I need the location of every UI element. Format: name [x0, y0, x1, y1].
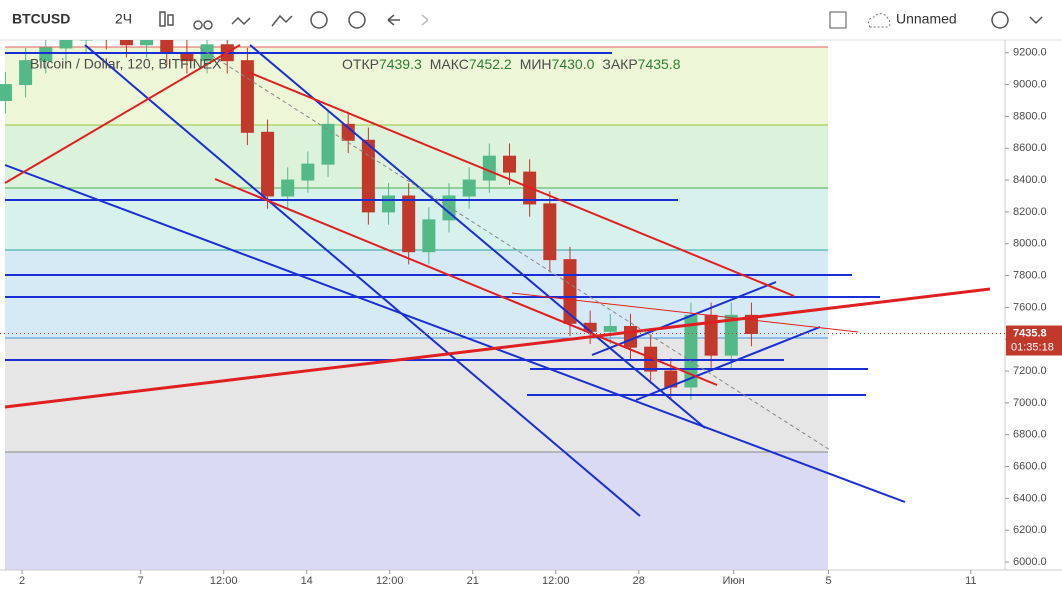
ohlc-value: 7439.3	[379, 56, 422, 72]
symbol[interactable]: BTCUSD	[12, 11, 70, 27]
candle-body	[281, 179, 295, 197]
x-tick-label: 12:00	[210, 575, 238, 587]
ohlc-value: 7435.8	[638, 56, 681, 72]
x-tick-label: 5	[825, 575, 831, 587]
x-tick-label: Июн	[723, 575, 745, 587]
fib-band	[5, 47, 828, 125]
ohlc-label: МИН	[520, 56, 552, 72]
y-tick-label: 7600.0	[1013, 301, 1047, 313]
candle-body	[59, 40, 73, 49]
ohlc-label: ЗАКР	[602, 56, 637, 72]
y-tick-label: 6000.0	[1013, 556, 1047, 568]
last-price-label: 7435.8	[1013, 327, 1047, 339]
x-tick-label: 14	[301, 575, 313, 587]
fib-band	[5, 250, 828, 338]
candle-body	[623, 325, 637, 348]
fullscreen-icon[interactable]	[829, 11, 847, 29]
candle-body	[502, 155, 516, 173]
y-tick-label: 6400.0	[1013, 492, 1047, 504]
x-tick-label: 21	[467, 575, 479, 587]
y-tick-label: 8200.0	[1013, 206, 1047, 218]
candle-body	[482, 155, 496, 181]
candle-body	[39, 47, 53, 62]
candle-body	[140, 40, 154, 46]
ohlc-value: 7452.2	[469, 56, 512, 72]
ohlc: ОТКР7439.3 МАКС7452.2 МИН7430.0 ЗАКР7435.8	[342, 56, 681, 72]
x-tick-label: 12:00	[376, 575, 404, 587]
drawings	[5, 46, 828, 570]
candles	[0, 40, 758, 400]
legend: Bitcoin / Dollar, 120, BITFINEX ОТКР7439…	[30, 56, 681, 72]
ohlc-value: 7430.0	[552, 56, 595, 72]
candle-body	[19, 60, 33, 86]
y-tick-label: 6600.0	[1013, 460, 1047, 472]
last-price-box	[1006, 325, 1062, 356]
candle-body	[603, 325, 617, 332]
trendlines	[4, 44, 991, 517]
y-tick-label: 8000.0	[1013, 238, 1047, 250]
fib-lines	[5, 46, 828, 453]
y-tick-label: 8600.0	[1013, 142, 1047, 154]
x-tick-label: 12:00	[542, 575, 570, 587]
settings-icon[interactable]	[991, 11, 1009, 29]
x-tick-label: 28	[633, 575, 645, 587]
candle-body	[119, 40, 133, 46]
layout-name[interactable]: Unnamed	[896, 11, 957, 27]
y-tick-label: 7000.0	[1013, 397, 1047, 409]
countdown: 01:35:18	[1011, 341, 1054, 353]
candle-body	[0, 84, 12, 101]
y-tick-label: 6800.0	[1013, 429, 1047, 441]
fib-band	[5, 125, 828, 188]
fib-band	[5, 188, 828, 250]
y-tick-label: 8800.0	[1013, 110, 1047, 122]
candle-body	[321, 123, 335, 165]
chart-type-icons[interactable]	[159, 11, 429, 30]
candle-body	[462, 179, 476, 197]
candle-body	[361, 139, 375, 213]
interval[interactable]: 2Ч	[115, 11, 132, 27]
x-tick-label: 7	[138, 575, 144, 587]
ohlc-label: ОТКР	[342, 56, 379, 72]
toolbar-bg	[0, 0, 1062, 40]
candle-body	[301, 163, 315, 181]
y-tick-label: 7200.0	[1013, 365, 1047, 377]
candle-body	[261, 131, 275, 197]
x-tick-label: 11	[965, 575, 976, 587]
y-tick-label: 6200.0	[1013, 524, 1047, 536]
y-tick-label: 9000.0	[1013, 78, 1047, 90]
fib-band	[5, 452, 828, 570]
candle-body	[543, 203, 557, 261]
x-tick-label: 2	[19, 575, 25, 587]
candle-body	[402, 195, 416, 253]
y-tick-label: 9200.0	[1013, 47, 1047, 59]
series-title: Bitcoin / Dollar, 120, BITFINEX	[30, 56, 222, 72]
y-tick-label: 8400.0	[1013, 174, 1047, 186]
y-tick-label: 7800.0	[1013, 269, 1047, 281]
toolbar: BTCUSD 2Ч Unnamed	[0, 0, 1062, 41]
cloud-icon	[867, 13, 891, 28]
menu-icon[interactable]	[1029, 16, 1043, 25]
candle-body	[382, 195, 396, 213]
candle-body	[422, 219, 436, 253]
candle-body	[724, 314, 738, 356]
candle-body	[240, 60, 254, 133]
ohlc-label: МАКС	[430, 56, 469, 72]
